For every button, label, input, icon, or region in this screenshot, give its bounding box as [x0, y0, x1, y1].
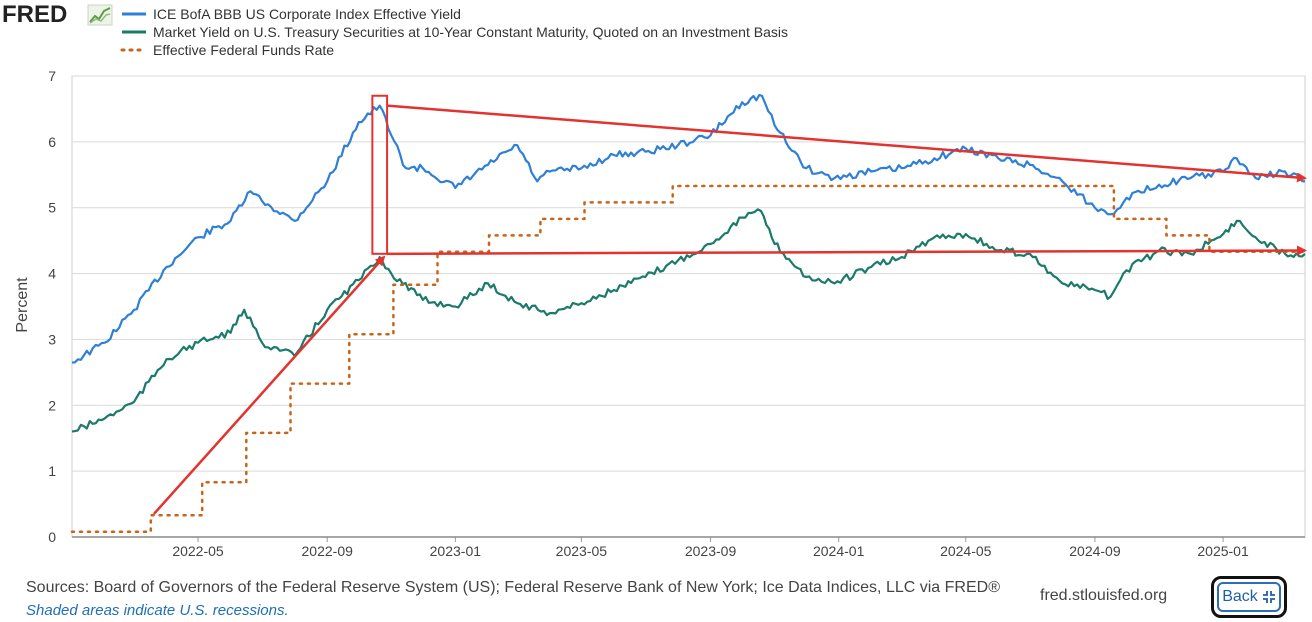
legend-label-1: ICE BofA BBB US Corporate Index Effectiv…: [153, 6, 461, 22]
y-tick-label: 1: [48, 463, 56, 479]
y-tick-label: 2: [48, 397, 56, 413]
collapse-icon: [1262, 591, 1275, 603]
x-tick-label: 2025-01: [1197, 543, 1249, 559]
x-tick-label: 2023-01: [430, 543, 482, 559]
y-tick-label: 3: [48, 331, 56, 347]
plot-area: [70, 94, 1307, 533]
series-line-1: [71, 94, 1306, 364]
recession-note: Shaded areas indicate U.S. recessions.: [26, 602, 289, 619]
x-axis-ticks: 2022-05 2022-09 2023-01 2023-05 2023-09 2024-…: [72, 536, 1305, 559]
legend-label-2: Market Yield on U.S. Treasury Securities…: [153, 24, 788, 40]
x-tick-label: 2024-01: [813, 543, 865, 559]
y-tick-label: 6: [48, 134, 56, 150]
chart-canvas: FRED ICE BofA BBB US Corporate Index Eff…: [2, 1, 1307, 559]
sources-text: Sources: Board of Governors of the Feder…: [26, 579, 1000, 596]
y-axis-ticks: 0 1 2 3 4 5 6 7: [48, 68, 56, 545]
fred-graph-icon: [87, 4, 113, 26]
legend: ICE BofA BBB US Corporate Index Effectiv…: [120, 6, 788, 58]
fred-logo-text: FRED: [2, 1, 67, 28]
back-button-label: Back: [1222, 588, 1258, 605]
x-tick-label: 2023-05: [556, 543, 608, 559]
x-tick-label: 2022-05: [172, 543, 224, 559]
y-tick-label: 5: [48, 200, 56, 216]
annotation-arrow-3: [386, 104, 1307, 183]
x-tick-label: 2024-05: [940, 543, 992, 559]
y-axis-label: Percent: [14, 277, 31, 333]
x-tick-label: 2023-09: [685, 543, 737, 559]
annotations: [152, 94, 1307, 515]
y-tick-label: 0: [48, 529, 56, 545]
x-tick-label: 2022-09: [302, 543, 354, 559]
fred-logo: FRED: [2, 1, 113, 28]
y-tick-label: 4: [48, 266, 56, 282]
back-button-inner[interactable]: Back: [1217, 582, 1281, 612]
annotation-arrow-4: [387, 245, 1307, 256]
series-line-3: [70, 184, 1307, 533]
annotation-arrow-1: [152, 255, 386, 515]
series-line-2: [71, 208, 1306, 433]
annotation-box: [371, 94, 389, 255]
legend-label-3: Effective Federal Funds Rate: [153, 42, 334, 58]
site-url: fred.stlouisfed.org: [1040, 587, 1168, 604]
y-tick-label: 7: [48, 68, 56, 84]
grid: [71, 75, 1306, 538]
back-button[interactable]: Back: [1211, 576, 1287, 618]
x-tick-label: 2024-09: [1069, 543, 1121, 559]
